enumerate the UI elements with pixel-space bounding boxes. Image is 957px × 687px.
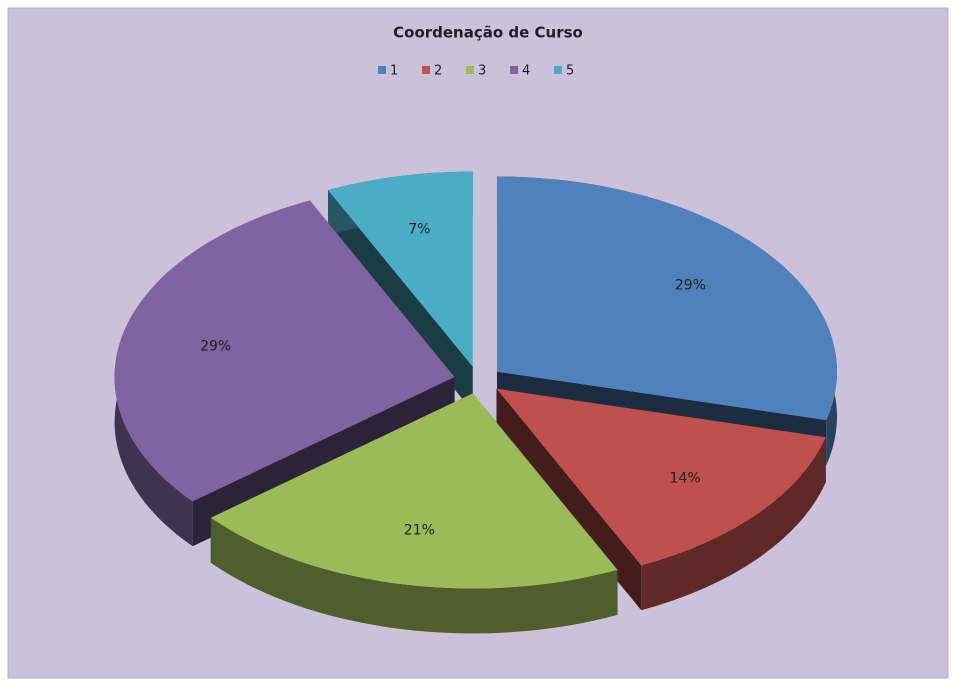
slice-top [210,393,618,589]
legend-swatch [378,66,386,74]
legend-label: 3 [478,64,486,79]
data-label: 14% [670,470,701,486]
chart-title: Coordenação de Curso [393,24,583,42]
legend-label: 4 [522,64,530,79]
slice-top [327,171,473,367]
slice: 21% [210,393,618,634]
legend-label: 5 [566,64,574,79]
legend-swatch [510,66,518,74]
legend-swatch [554,66,562,74]
slice-top [496,176,837,421]
data-label: 29% [200,338,231,354]
slice-side [641,437,826,611]
legend-label: 1 [390,64,398,79]
slice-side [210,517,618,634]
data-label: 7% [408,222,430,238]
slice-top [496,388,826,566]
data-label: 29% [675,278,706,294]
data-label: 21% [404,522,435,538]
legend-label: 2 [434,64,442,79]
legend-swatch [422,66,430,74]
legend-swatch [466,66,474,74]
slice-top [114,200,455,502]
